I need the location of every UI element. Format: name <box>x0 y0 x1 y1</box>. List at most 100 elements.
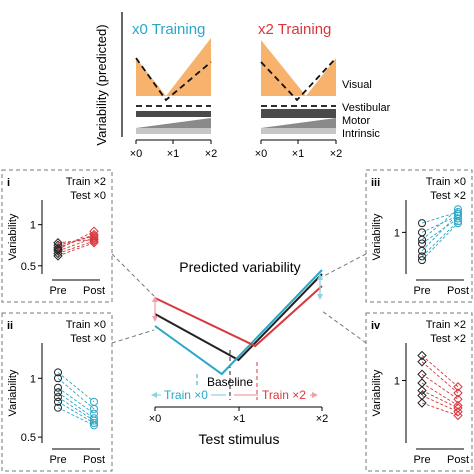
panel-id: iv <box>371 320 381 332</box>
panel-ii-pair-line <box>57 401 95 424</box>
top-title-x0: x0 Training <box>132 21 205 38</box>
panel-xtick-label: Post <box>447 285 469 297</box>
panel-connectors <box>111 253 367 400</box>
panel-test-label: Test ×2 <box>430 190 466 202</box>
panel-iii-post-point <box>454 205 462 214</box>
panel-ytick-label: 1 <box>30 220 36 232</box>
panel-ii-pre-point <box>54 388 62 397</box>
layer-label-motor: Motor <box>342 115 370 127</box>
panel-ytick-label: 1 <box>30 373 36 385</box>
panel-ii-post-point <box>90 419 98 427</box>
panel-iii-pair-line <box>421 211 459 224</box>
panel-iv-post-point <box>453 388 463 398</box>
panel-ii-pre-point <box>54 368 62 377</box>
panel-iv-pair-line <box>421 355 459 388</box>
panel-i-post-point <box>89 231 99 241</box>
panel-iv-post-point <box>453 394 463 404</box>
center-series-train-2 <box>154 285 323 348</box>
visual-area-x0 <box>136 38 211 96</box>
panel-i-post-point <box>89 234 99 245</box>
vestibular-bar-x2 <box>261 109 336 118</box>
panel-i-post-point <box>89 238 99 248</box>
panel-iii-pre-point <box>418 246 426 255</box>
panel-xtick-label: Pre <box>49 285 66 297</box>
panel-i-pre-point <box>53 251 63 261</box>
panel-ylabel: Variability <box>7 369 19 416</box>
panel-test-label: Test ×2 <box>430 333 466 345</box>
panel-iii: iii Train ×0 Test ×2 Variability 1 Pre Post <box>365 169 473 303</box>
panel-iii-pair-line <box>421 218 459 244</box>
panel-i-pre-point <box>53 246 63 256</box>
panel-ytick-label: 1 <box>394 227 400 239</box>
panel-iii-pair-line <box>421 208 459 241</box>
panel-train-label: Train ×2 <box>66 176 106 188</box>
panel-i: i Train ×2 Test ×0 Variability 1 0.5 Pre Post <box>1 169 113 303</box>
panel-ii-pair-line <box>57 372 95 403</box>
center-lines <box>154 269 323 376</box>
center-series-train-0 <box>154 269 323 376</box>
baseline-label: Baseline <box>207 375 253 389</box>
panel-test-label: Test ×0 <box>70 333 106 345</box>
panel-ytick-label: 0.5 <box>21 432 36 444</box>
panel-border <box>1 312 113 472</box>
panel-ii-pair-line <box>57 392 95 419</box>
panel-iii-pre-point <box>418 235 426 244</box>
panel-id: ii <box>7 320 13 332</box>
top-tick-label: ×0 <box>130 148 143 160</box>
panel-ylabel: Variability <box>371 213 383 260</box>
panel-iii-post-point <box>454 214 462 223</box>
panel-i-pre-point <box>53 244 63 255</box>
top-tick-label: ×1 <box>167 148 180 160</box>
panel-test-label: Test ×0 <box>70 190 106 202</box>
panel-iii-pair-line <box>421 215 459 233</box>
top-ylabel: Variability (predicted) <box>94 24 109 145</box>
panel-iv: iv Train ×2 Test ×2 Variability 1 Pre Post <box>365 312 473 472</box>
panel-xtick-label: Post <box>83 454 105 466</box>
panel-iii-pair-line <box>421 220 459 257</box>
intrinsic-bar-x0 <box>136 128 211 134</box>
top-tick-label: ×2 <box>330 148 343 160</box>
panel-ii-pair-line <box>57 377 95 410</box>
change-arrows <box>152 274 323 322</box>
panel-id: iii <box>371 177 380 189</box>
panel-iv-pair-line <box>421 373 459 400</box>
center-tick-label: ×1 <box>233 413 246 425</box>
panel-i-pair-line <box>57 235 95 246</box>
top-schematic: Variability (predicted) x0 Training x2 T… <box>94 12 391 160</box>
vestibular-bar-x0 <box>136 111 211 117</box>
panel-train-label: Train ×0 <box>66 319 106 331</box>
panel-xtick-label: Pre <box>413 454 430 466</box>
panel-i-pair-line <box>57 234 95 249</box>
visual-dashed-x0 <box>135 57 212 102</box>
panel-i-pair-line <box>57 230 95 250</box>
train-x0-label-bg <box>161 388 211 402</box>
panel-xtick-label: Pre <box>413 285 430 297</box>
panel-iii-pre-point <box>418 219 426 228</box>
panel-xtick-label: Post <box>83 285 105 297</box>
layer-label-visual: Visual <box>342 79 372 91</box>
panel-ii-pair-line <box>57 396 95 422</box>
motor-wedge-x0 <box>136 118 211 128</box>
panel-i-pre-point <box>53 248 63 259</box>
panel-ytick-label: 1 <box>394 376 400 388</box>
panel-ii-pre-point <box>54 393 62 402</box>
panel-iv-post-point <box>453 400 463 411</box>
center-xlabel: Test stimulus <box>199 431 280 447</box>
train-x2-label-bg <box>258 388 310 402</box>
panel-iv-pair-line <box>421 382 459 406</box>
train-x0-label: Train ×0 <box>164 388 208 402</box>
train-x0-arrowhead <box>151 392 157 398</box>
panel-iv-pre-point <box>417 357 427 367</box>
panel-i-pair-line <box>57 240 95 254</box>
top-tick-label: ×1 <box>292 148 305 160</box>
panel-ii-pre-point <box>54 383 62 392</box>
motor-wedge-x2 <box>261 118 336 128</box>
panel-ii-pre-point <box>54 374 62 383</box>
panel-train-label: Train ×0 <box>426 176 466 188</box>
panel-iii-pair-line <box>421 222 459 261</box>
visual-dashed-x2 <box>260 57 337 102</box>
panel-ytick-label: 0.5 <box>21 261 36 273</box>
center-title: Predicted variability <box>179 259 300 275</box>
panel-i-post-point <box>89 236 99 246</box>
